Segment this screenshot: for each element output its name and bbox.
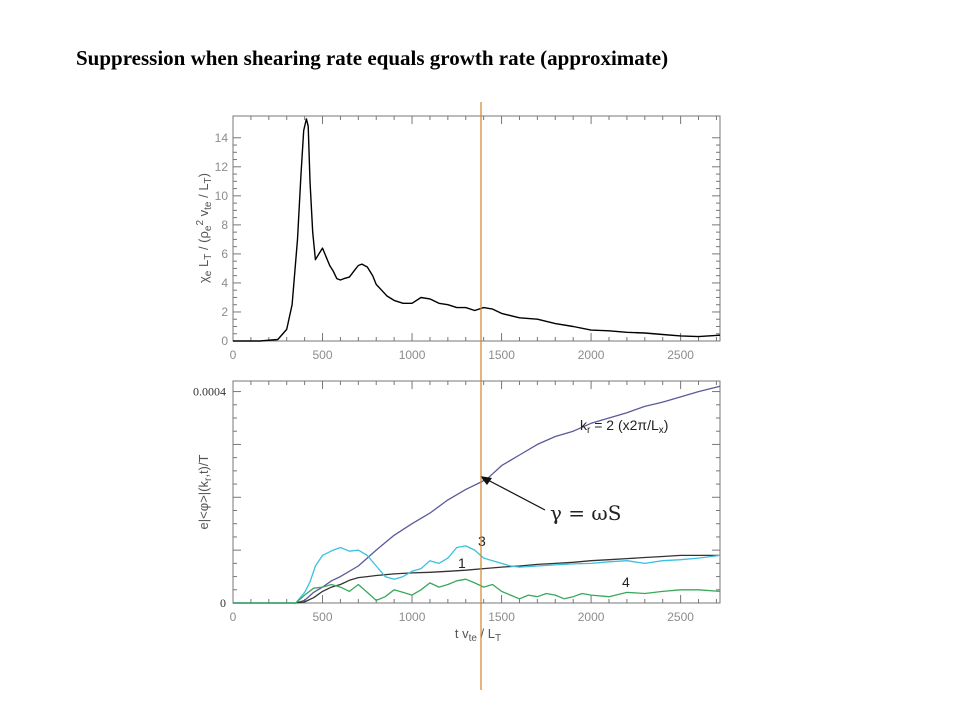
top-x-tick-label: 1500 — [488, 348, 515, 362]
series-line-kr-3 — [233, 545, 721, 604]
top-y-tick-label: 14 — [215, 131, 229, 145]
top-y-tick-label: 0 — [221, 334, 228, 348]
annotation-gamma: γ = ωS — [550, 501, 621, 525]
top-plot-frame — [232, 115, 721, 342]
top-chart: 0 500 1000 1500 2000 2500 0 2 4 6 8 10 12 14 χe LT / … — [195, 115, 721, 362]
slide-title: Suppression when shearing rate equals gr… — [76, 46, 669, 70]
top-y-tick-label: 2 — [221, 305, 228, 319]
top-y-tick-label: 4 — [221, 276, 228, 290]
annotation-label-4: 4 — [622, 574, 630, 590]
bottom-y-axis-label: e|<φ>|(kr,t)/T — [196, 454, 214, 529]
bottom-plot-frame — [232, 380, 721, 604]
top-x-tick-label: 1000 — [399, 348, 426, 362]
bottom-x-axis-label: t vte / LT — [455, 626, 501, 644]
bottom-x-tick-label: 1500 — [488, 610, 515, 624]
bottom-x-tick-label: 500 — [313, 610, 333, 624]
top-series-line — [233, 118, 721, 342]
bottom-x-tick-label: 2000 — [578, 610, 605, 624]
top-y-tick-label: 8 — [221, 218, 228, 232]
bottom-y-tick-label: 0 — [220, 596, 226, 610]
series-line-kr-2 — [233, 385, 721, 604]
top-x-tick-label: 500 — [313, 348, 333, 362]
bottom-x-tick-label: 0 — [230, 610, 237, 624]
annotation-kr2: kr = 2 (x2π/Lx) — [580, 417, 668, 436]
gamma-arrow-head — [480, 476, 492, 485]
top-x-tick-label: 0 — [230, 348, 237, 362]
annotation-label-3: 3 — [478, 533, 486, 549]
top-x-tick-label: 2000 — [578, 348, 605, 362]
annotation-label-1: 1 — [458, 555, 466, 571]
series-line-kr-1 — [233, 554, 720, 604]
bottom-x-tick-label: 1000 — [399, 610, 426, 624]
bottom-chart: 0 500 1000 1500 2000 2500 0 0.0004 e|<φ>|(kr,t)… — [193, 380, 721, 644]
gamma-arrow-line — [483, 477, 546, 511]
bottom-x-tick-label: 2500 — [667, 610, 694, 624]
bottom-y-tick-label: 0.0004 — [193, 385, 226, 399]
top-y-tick-label: 6 — [221, 247, 228, 261]
top-y-tick-label: 10 — [215, 189, 229, 203]
top-y-tick-label: 12 — [215, 160, 229, 174]
top-x-tick-label: 2500 — [667, 348, 694, 362]
series-line-kr-4 — [233, 578, 721, 604]
top-y-axis-label: χe LT / (ρe2 vte / LT) — [195, 173, 214, 283]
